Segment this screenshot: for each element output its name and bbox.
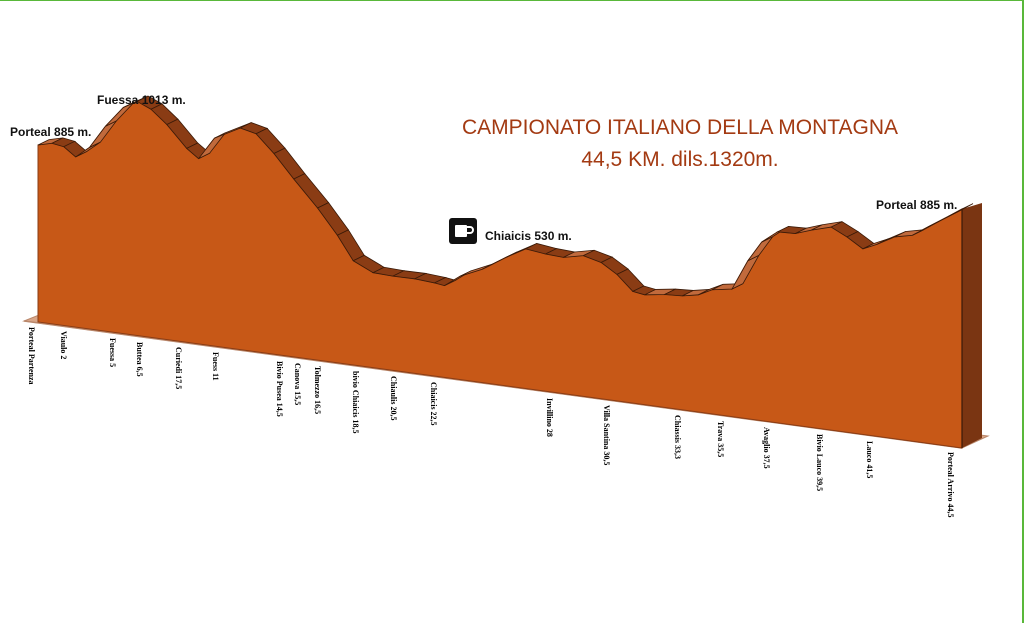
km-marker-label: Fuessa 5 [108,337,117,368]
frame-top-border [0,0,1024,1]
km-marker-label: Fuess 11 [211,352,220,381]
coffee-cup-icon [449,218,477,244]
km-marker-label: Villa Santina 30,5 [602,405,611,466]
peak-label: Fuessa 1013 m. [97,93,186,107]
km-marker-label: Bivio Pusea 14,5 [275,360,284,417]
km-marker-label: Chiassis 33,3 [673,415,682,460]
peak-label: Porteal 885 m. [10,125,92,139]
km-marker-label: Curiedi 17,5 [174,346,183,390]
km-marker-label: Viaulo 2 [59,331,68,360]
km-marker-label: Tolmezzo 16,5 [313,365,322,415]
chart-subtitle: 44,5 KM. dils.1320m. [581,148,779,171]
peak-label: Chiaicis 530 m. [485,229,572,243]
km-marker-label: bivio Chiaicis 18,5 [351,371,360,434]
profile-top-segment [947,203,974,217]
km-marker-label: Canova 15,5 [293,363,302,406]
km-marker-label: Bivio Lauco 39,5 [815,434,824,492]
km-marker-label: Invillino 28 [545,397,554,437]
chart-title: CAMPIONATO ITALIANO DELLA MONTAGNA [461,116,899,139]
km-marker-label: Avaglio 37,5 [762,427,771,469]
km-marker-label: Lauco 41,5 [865,441,874,479]
km-marker-label: Porteal Arrivo 44,5 [946,452,955,518]
frame-right-border [1022,0,1024,623]
km-marker-label: Porteal Partenza [27,326,36,385]
km-marker-label: Buttea 6,5 [135,341,144,377]
right-side-wall [962,203,982,448]
peak-label: Porteal 885 m. [876,198,958,212]
profile-top-surface [37,95,974,297]
km-marker-label: Chiaicis 22,5 [429,381,438,426]
km-marker-label: Chiaulis 20,5 [389,376,398,421]
km-marker-label: Trava 35,5 [716,420,725,458]
side-wall [962,203,982,448]
